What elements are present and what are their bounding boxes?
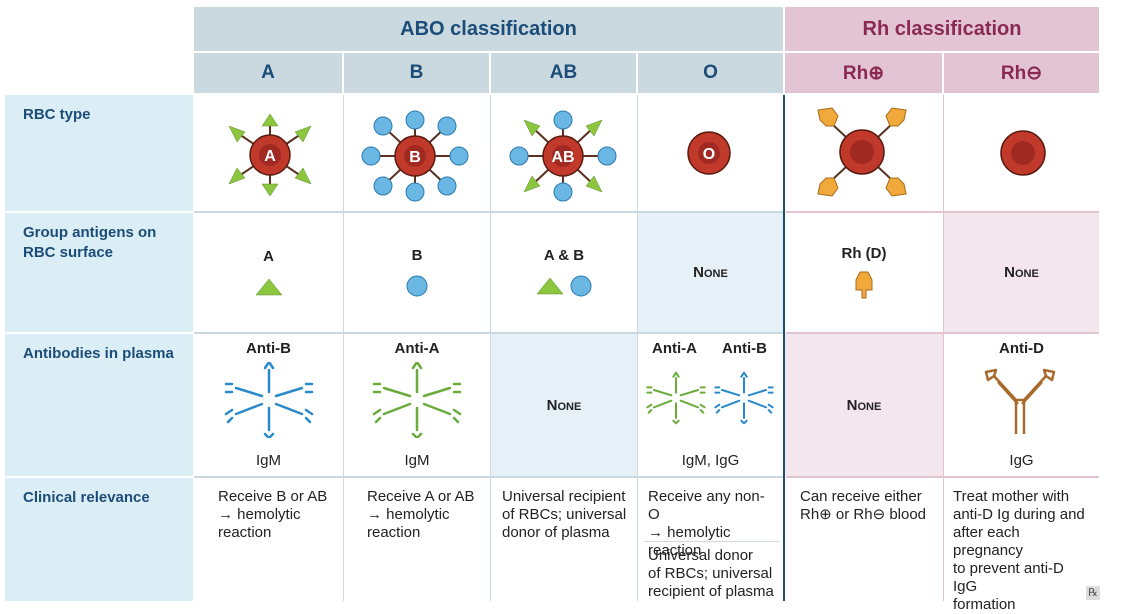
row-label-antibodies: Antibodies in plasma [5,334,193,476]
rh-d-antigen-icon [855,271,873,299]
clinical-o-text-2: Universal donor of RBCs; universal recip… [648,547,774,600]
grid-line [194,476,784,478]
rx-logo: ℞ [1086,586,1100,600]
grid-line [343,95,344,601]
rbc-o-icon: O [687,131,731,175]
triangle-and-circle-antigen-icon [536,275,592,297]
abo-classification-header: ABO classification [194,7,783,51]
o-antigen-cell-bg [638,213,784,332]
antibody-b-class: IgM [404,452,430,469]
rbc-a-icon: A [228,113,312,197]
rbc-ab-icon: AB [509,110,617,202]
ab-antibody-cell-bg [491,334,637,476]
antibody-rhpos-none: None [846,396,882,414]
antibody-cell-rh-positive: None [785,334,943,476]
antigen-rhneg-none: None [1004,264,1039,281]
rhpos-antibody-cell-bg [785,334,943,476]
antigen-ab-label: A & B [543,247,585,264]
antibody-cell-ab: None [491,334,637,476]
group-header-rh-positive: Rh⊕ [785,53,942,93]
rbc-rh-positive-icon [817,107,907,197]
group-header-a: A [194,53,342,93]
grid-line [786,211,1099,213]
rbc-b-label: B [409,149,421,166]
rbc-rh-negative-icon [1000,130,1046,176]
igm-green-icon [372,362,462,438]
clinical-o-text-1: Receive any non-O → hemolytic reaction [648,488,765,559]
group-header-rh-negative: Rh⊖ [944,53,1099,93]
abo-rh-divider [783,95,785,601]
circle-antigen-icon [406,275,428,297]
grid-line [194,211,784,213]
clinical-o-divider [644,541,779,542]
igg-brown-icon [984,368,1056,434]
igm-blue-small-icon [714,371,774,425]
antigen-rh-label: Rh (D) [841,245,887,262]
antigen-cell-b: B [344,213,490,332]
antibody-rhneg-name: Anti-D [999,340,1044,357]
antibody-cell-a: Anti-B IgM [194,340,343,476]
rbc-o-label: O [703,146,715,163]
antigen-cell-ab: A & B [491,213,637,332]
igm-blue-icon [224,362,314,438]
triangle-antigen-icon [254,278,283,296]
antibody-cell-o: Anti-A Anti-B IgM, IgG [638,340,783,476]
antibody-rhneg-class: IgG [1009,452,1034,469]
antibody-a-class: IgM [255,452,281,469]
clinical-b-text: Receive A or AB → hemolytic reaction [367,488,475,541]
rbc-b-icon: B [361,110,469,202]
clinical-rhneg-text: Treat mother with anti-D Ig during and a… [953,488,1085,613]
grid-line [490,95,491,601]
antigen-b-label: B [411,247,423,264]
grid-line [943,95,944,601]
antibody-o-class: IgM, IgG [681,452,740,469]
antibody-cell-b: Anti-A IgM [344,340,490,476]
antibody-o-name-1: Anti-A [652,340,697,357]
rbc-ab-label: AB [551,149,574,166]
row-label-antigens: Group antigens on RBC surface [5,213,193,332]
antigen-cell-a: A [194,213,343,332]
row-label-clinical-relevance: Clinical relevance [5,478,193,601]
clinical-a-text: Receive B or AB → hemolytic reaction [218,488,328,541]
row-label-rbc-type: RBC type [5,95,193,211]
antigen-cell-rh-negative: None [944,213,1099,332]
igm-green-small-icon [646,371,706,425]
rh-classification-header: Rh classification [785,7,1099,51]
antigen-cell-rh-positive: Rh (D) [785,213,943,332]
antibody-b-name: Anti-A [394,340,440,357]
rhneg-antigen-cell-bg [944,213,1099,332]
antigen-o-none: None [693,264,728,281]
clinical-rhpos-text: Can receive either Rh⊕ or Rh⊖ blood [800,488,927,523]
clinical-ab-text: Universal recipient of RBCs; universal d… [502,488,627,541]
antibody-a-name: Anti-B [246,340,291,357]
rbc-a-label: A [264,148,276,165]
grid-line [786,332,1099,334]
group-header-o: O [638,53,783,93]
antibody-o-name-2: Anti-B [722,340,767,357]
group-header-ab: AB [491,53,636,93]
grid-line [637,95,638,601]
antigen-cell-o: None [638,213,783,332]
grid-line [194,332,784,334]
antigen-a-label: A [263,248,274,265]
antibody-cell-rh-negative: Anti-D IgG [944,340,1099,476]
antibody-ab-none: None [546,396,582,414]
group-header-b: B [344,53,489,93]
grid-line [786,476,1099,478]
